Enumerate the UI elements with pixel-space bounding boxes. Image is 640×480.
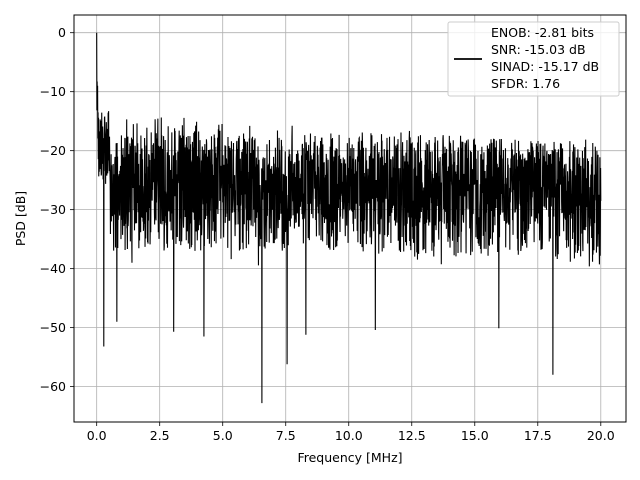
x-tick-label: 2.5	[150, 428, 170, 443]
x-axis: 0.0 2.5 5.0 7.5 10.0 12.5 15.0 17.5 20.0	[87, 422, 615, 443]
series-layer	[96, 32, 602, 404]
legend-box	[447, 21, 620, 97]
y-tick-label: −20	[40, 143, 66, 158]
legend-snr: SNR: -15.03 dB	[491, 42, 586, 57]
y-tick-label: 0	[58, 25, 66, 40]
x-tick-label: 0.0	[87, 428, 107, 443]
x-tick-label: 7.5	[276, 428, 296, 443]
y-axis: 0 −10 −20 −30 −40 −50 −60	[40, 25, 74, 394]
legend: ENOB: -2.81 bits SNR: -15.03 dB SINAD: -…	[447, 21, 620, 97]
legend-enob: ENOB: -2.81 bits	[491, 25, 594, 40]
y-tick-label: −10	[40, 84, 66, 99]
plot-frame	[73, 14, 627, 423]
x-tick-label: 20.0	[587, 428, 615, 443]
x-tick-label: 12.5	[398, 428, 426, 443]
y-tick-label: −50	[40, 320, 66, 335]
x-tick-label: 17.5	[524, 428, 552, 443]
y-tick-label: −40	[40, 261, 66, 276]
x-axis-label: Frequency [MHz]	[297, 450, 402, 465]
y-tick-label: −60	[40, 379, 66, 394]
x-tick-label: 10.0	[335, 428, 363, 443]
legend-sfdr: SFDR: 1.76	[491, 76, 560, 91]
legend-sinad: SINAD: -15.17 dB	[491, 59, 599, 74]
x-tick-label: 15.0	[461, 428, 489, 443]
y-axis-label: PSD [dB]	[13, 191, 28, 246]
psd-series-line	[96, 32, 602, 404]
x-tick-label: 5.0	[213, 428, 233, 443]
y-tick-label: −30	[40, 202, 66, 217]
